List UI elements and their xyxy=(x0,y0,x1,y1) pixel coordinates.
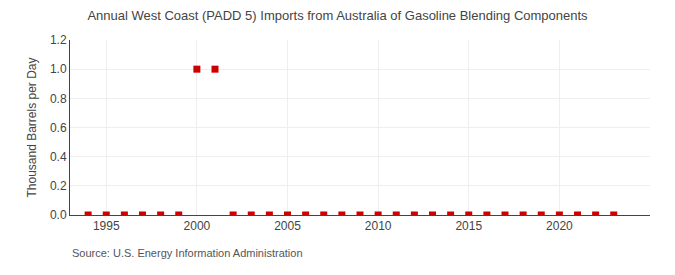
svg-text:2020: 2020 xyxy=(546,219,573,233)
svg-text:2000: 2000 xyxy=(184,219,211,233)
svg-text:1995: 1995 xyxy=(93,219,120,233)
svg-text:0.6: 0.6 xyxy=(50,121,67,135)
svg-text:Annual West Coast (PADD 5) Imp: Annual West Coast (PADD 5) Imports from … xyxy=(87,8,588,23)
svg-text:0.8: 0.8 xyxy=(50,92,67,106)
svg-text:2015: 2015 xyxy=(455,219,482,233)
svg-text:0.0: 0.0 xyxy=(50,208,67,222)
svg-text:Thousand Barrels per Day: Thousand Barrels per Day xyxy=(25,57,39,197)
svg-text:2010: 2010 xyxy=(365,219,392,233)
svg-text:1.2: 1.2 xyxy=(50,33,67,47)
svg-text:0.4: 0.4 xyxy=(50,150,67,164)
svg-text:Source: U.S. Energy Informatio: Source: U.S. Energy Information Administ… xyxy=(72,247,303,259)
svg-text:2005: 2005 xyxy=(274,219,301,233)
svg-text:1.0: 1.0 xyxy=(50,62,67,76)
svg-text:0.2: 0.2 xyxy=(50,179,67,193)
